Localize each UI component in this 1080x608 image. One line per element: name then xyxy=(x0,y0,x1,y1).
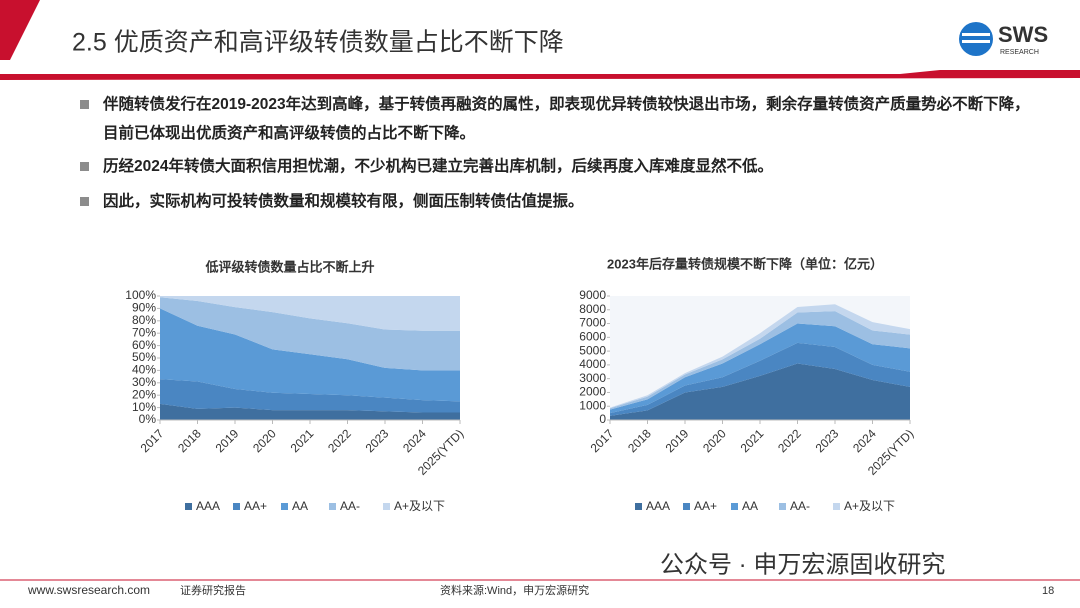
chart-title: 低评级转债数量占比不断上升 xyxy=(204,259,374,274)
header-band xyxy=(0,70,1080,80)
bullet: 伴随转债发行在2019-2023年达到高峰，基于转债再融资的属性，即表现优异转债… xyxy=(103,96,1030,142)
watermark: 公众号 · 申万宏源固收研究 xyxy=(660,551,945,578)
x-tick-label: 2018 xyxy=(175,426,204,455)
y-tick-label: 90% xyxy=(132,301,156,315)
legend-label: AA xyxy=(292,499,308,513)
x-tick-label: 2019 xyxy=(213,426,242,455)
area xyxy=(160,403,460,420)
area xyxy=(610,363,910,420)
legend-swatch xyxy=(683,503,690,510)
area xyxy=(160,379,460,413)
y-tick-label: 50% xyxy=(132,350,156,364)
area xyxy=(610,311,910,410)
logo: SWS RESEARCH xyxy=(959,22,1048,56)
x-tick-label: 2019 xyxy=(663,426,692,455)
y-tick-label: 70% xyxy=(132,325,156,339)
y-tick-label: 2000 xyxy=(579,385,606,399)
area xyxy=(610,323,910,414)
x-tick-label: 2023 xyxy=(363,426,392,455)
area xyxy=(160,296,460,331)
bullet-marker xyxy=(80,197,89,206)
y-tick-label: 8000 xyxy=(579,302,606,316)
y-tick-label: 1000 xyxy=(579,398,606,412)
x-tick-label: 2020 xyxy=(700,426,729,455)
legend-swatch xyxy=(281,503,288,510)
y-tick-label: 0% xyxy=(139,412,157,426)
legend-swatch xyxy=(635,503,642,510)
legend-swatch xyxy=(233,503,240,510)
legend-label: A+及以下 xyxy=(394,499,445,513)
legend-swatch xyxy=(329,503,336,510)
area xyxy=(160,297,460,371)
y-tick-label: 6000 xyxy=(579,330,606,344)
y-tick-label: 9000 xyxy=(579,288,606,302)
legend-swatch xyxy=(731,503,738,510)
legend-swatch xyxy=(383,503,390,510)
x-tick-label: 2017 xyxy=(138,426,167,455)
x-tick-label: 2017 xyxy=(588,426,617,455)
x-tick-label: 2022 xyxy=(325,426,354,455)
legend-label: AA xyxy=(742,499,758,513)
y-tick-label: 60% xyxy=(132,338,156,352)
y-tick-label: 10% xyxy=(132,400,156,414)
legend-label: AA+ xyxy=(244,499,267,513)
y-tick-label: 100% xyxy=(125,288,156,302)
area xyxy=(610,342,910,416)
x-tick-label: 2020 xyxy=(250,426,279,455)
bullet-marker xyxy=(80,100,89,109)
y-tick-label: 30% xyxy=(132,375,156,389)
y-tick-label: 20% xyxy=(132,387,156,401)
y-tick-label: 5000 xyxy=(579,343,606,357)
y-tick-label: 4000 xyxy=(579,357,606,371)
chart-title: 2023年后存量转债规模不断下降（单位：亿元） xyxy=(607,256,883,271)
area xyxy=(160,308,460,402)
x-tick-label: 2021 xyxy=(288,426,317,455)
legend-swatch xyxy=(779,503,786,510)
y-tick-label: 0 xyxy=(599,412,606,426)
legend-label: AA+ xyxy=(694,499,717,513)
header-accent xyxy=(0,0,40,60)
footer-report: 证券研究报告 xyxy=(180,583,246,597)
x-tick-label: 2022 xyxy=(775,426,804,455)
footer-site: www.swsresearch.com xyxy=(27,583,150,597)
x-tick-label: 2024 xyxy=(850,426,879,455)
x-tick-label: 2018 xyxy=(625,426,654,455)
y-tick-label: 3000 xyxy=(579,371,606,385)
y-tick-label: 80% xyxy=(132,313,156,327)
bullet: 历经2024年转债大面积信用担忧潮，不少机构已建立完善出库机制，后续再度入库难度… xyxy=(103,158,773,175)
logo-sub: RESEARCH xyxy=(1000,49,1039,56)
x-tick-label: 2024 xyxy=(400,426,429,455)
legend-label: AA- xyxy=(790,499,810,513)
area xyxy=(610,304,910,409)
slide-title: 2.5 优质资产和高评级转债数量占比不断下降 xyxy=(72,29,564,57)
y-tick-label: 40% xyxy=(132,363,156,377)
y-tick-label: 7000 xyxy=(579,316,606,330)
bullet-marker xyxy=(80,162,89,171)
footer-source: 资料来源:Wind，申万宏源研究 xyxy=(440,583,589,597)
legend-label: AA- xyxy=(340,499,360,513)
legend-label: AAA xyxy=(196,499,220,513)
legend-swatch xyxy=(833,503,840,510)
x-tick-label: 2021 xyxy=(738,426,767,455)
logo-text: SWS xyxy=(998,22,1048,47)
bullet: 因此，实际机构可投转债数量和规模较有限，侧面压制转债估值提振。 xyxy=(103,193,584,210)
legend-label: A+及以下 xyxy=(844,499,895,513)
legend-label: AAA xyxy=(646,499,670,513)
x-tick-label: 2023 xyxy=(813,426,842,455)
legend-swatch xyxy=(185,503,192,510)
footer-page: 18 xyxy=(1042,585,1054,597)
